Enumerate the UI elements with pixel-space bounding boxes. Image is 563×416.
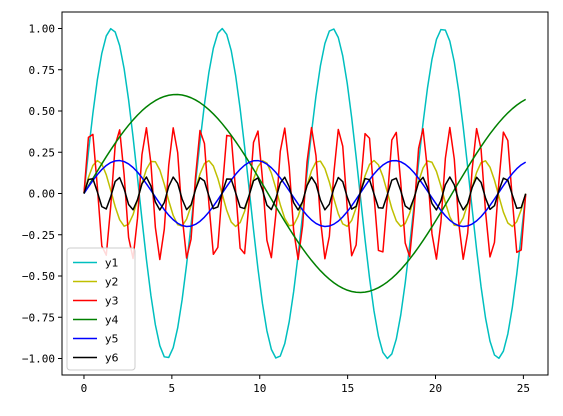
legend-box xyxy=(66,247,136,371)
y-tick-label: −1.00 xyxy=(22,353,55,366)
x-tick-label: 15 xyxy=(341,382,354,395)
x-tick-label: 10 xyxy=(253,382,266,395)
y-tick-label: 0.25 xyxy=(29,146,56,159)
series-line-y4 xyxy=(83,93,527,294)
y-axis: −1.00 −0.75 −0.50 −0.25 0.00 0.25 0.50 0.75 1.00 xyxy=(22,23,62,366)
x-tick-label: 25 xyxy=(517,382,530,395)
series-line-y6 xyxy=(83,176,527,211)
series-layer xyxy=(83,27,527,360)
y-tick-label: 0.75 xyxy=(29,64,56,77)
legend-entry-y6: y6 xyxy=(73,352,119,365)
legend: y1 y2 y3 y4 y5 y6 xyxy=(66,247,136,371)
legend-label: y6 xyxy=(105,352,119,365)
legend-entry-y2: y2 xyxy=(73,276,119,289)
series-line-y5 xyxy=(83,159,527,228)
legend-label: y1 xyxy=(105,257,119,270)
y-tick-label: −0.75 xyxy=(22,311,55,324)
y-tick-label: −0.25 xyxy=(22,229,55,242)
legend-label: y5 xyxy=(105,333,119,346)
legend-entry-y5: y5 xyxy=(73,333,119,346)
legend-label: y2 xyxy=(105,276,119,289)
y-tick-label: 0.50 xyxy=(29,105,56,118)
x-tick-label: 5 xyxy=(169,382,176,395)
y-tick-label: 1.00 xyxy=(29,23,56,36)
legend-entry-y3: y3 xyxy=(73,295,119,308)
x-tick-label: 0 xyxy=(81,382,88,395)
y-tick-label: 0.00 xyxy=(29,188,56,201)
y-tick-label: −0.50 xyxy=(22,270,55,283)
legend-label: y3 xyxy=(105,295,119,308)
x-tick-label: 20 xyxy=(429,382,442,395)
x-axis: 0 5 10 15 20 25 xyxy=(81,375,530,395)
legend-entry-y1: y1 xyxy=(73,257,119,270)
legend-label: y4 xyxy=(105,314,119,327)
legend-entry-y4: y4 xyxy=(73,314,119,327)
